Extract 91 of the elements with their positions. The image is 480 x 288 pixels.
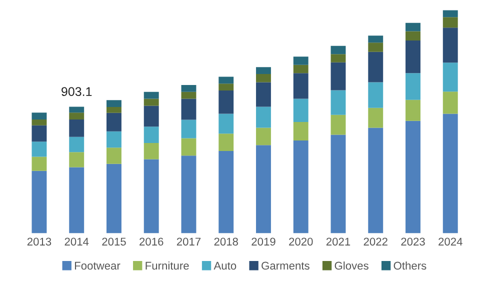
bar	[144, 106, 159, 127]
bar	[144, 98, 159, 106]
bar	[368, 36, 384, 43]
bar	[293, 98, 308, 122]
bar	[406, 73, 420, 100]
legend-label: Footwear	[74, 262, 120, 270]
bar	[69, 106, 84, 113]
bar	[330, 46, 346, 54]
bar	[106, 107, 122, 113]
x-tick-label: 2023	[401, 238, 425, 246]
bar	[442, 10, 458, 18]
bar	[218, 150, 234, 234]
bar	[32, 156, 47, 171]
bar	[256, 82, 271, 107]
bar	[181, 156, 196, 234]
x-tick-label: 2020	[289, 238, 313, 246]
bar	[293, 122, 308, 140]
bar	[69, 167, 84, 234]
bar	[368, 42, 384, 52]
bar	[144, 92, 159, 99]
bar	[256, 145, 271, 234]
bar	[406, 40, 420, 74]
bar	[181, 98, 196, 120]
legend-label: Garments	[262, 262, 310, 270]
bar	[181, 92, 196, 99]
x-tick-label: 2013	[27, 238, 52, 246]
bar	[32, 142, 47, 157]
x-tick-label: 2018	[214, 238, 238, 246]
x-tick-label: 2015	[102, 238, 126, 246]
bar	[330, 90, 346, 115]
annotation: 903.1	[62, 87, 92, 96]
bar	[144, 126, 159, 143]
bar	[144, 142, 159, 160]
bar	[442, 92, 458, 114]
bar	[144, 159, 159, 234]
bar	[442, 62, 458, 92]
bar	[442, 28, 458, 63]
bar	[293, 56, 308, 65]
legend-label: Auto	[214, 262, 236, 270]
bar	[256, 67, 271, 74]
bar	[218, 84, 234, 91]
bar	[218, 76, 234, 84]
bar	[256, 74, 271, 82]
bar	[218, 114, 234, 134]
bar	[69, 120, 84, 137]
x-tick-label: 2022	[364, 238, 388, 246]
bar	[256, 106, 271, 128]
bar	[181, 138, 196, 156]
bar	[330, 114, 346, 135]
bar	[218, 90, 234, 114]
bar	[181, 84, 196, 92]
bar	[32, 112, 47, 120]
bar	[181, 120, 196, 138]
bar	[293, 64, 308, 74]
bar	[368, 128, 384, 234]
bar	[368, 108, 384, 128]
bar	[406, 100, 420, 121]
bar	[406, 22, 420, 32]
bar	[218, 134, 234, 151]
bar	[442, 17, 458, 28]
bar	[406, 120, 420, 234]
bar	[406, 31, 420, 41]
bar	[106, 131, 122, 148]
x-tick-label: 2014	[64, 238, 89, 246]
x-tick-label: 2017	[176, 238, 201, 246]
bar	[69, 152, 84, 168]
x-tick-label: 2016	[140, 238, 164, 246]
bar	[293, 140, 308, 234]
bar	[106, 148, 122, 164]
bar	[106, 112, 122, 132]
bar	[330, 54, 346, 62]
bar	[256, 128, 271, 146]
bar	[32, 120, 47, 126]
bar	[106, 164, 122, 234]
bar	[293, 73, 308, 99]
x-tick-label: 2021	[326, 238, 350, 246]
bar	[368, 52, 384, 82]
bar	[106, 100, 122, 108]
bar	[330, 62, 346, 90]
bar	[32, 125, 47, 142]
bar	[69, 136, 84, 152]
legend-label: Gloves	[334, 261, 368, 270]
bar	[32, 170, 47, 234]
legend-label: Furniture	[146, 261, 189, 270]
legend-label: Others	[394, 261, 426, 270]
x-tick-label: 2019	[252, 238, 276, 246]
bar	[69, 112, 84, 120]
bar	[368, 82, 384, 108]
bar	[330, 134, 346, 234]
x-tick-label: 2024	[438, 238, 462, 246]
bar	[442, 114, 458, 234]
